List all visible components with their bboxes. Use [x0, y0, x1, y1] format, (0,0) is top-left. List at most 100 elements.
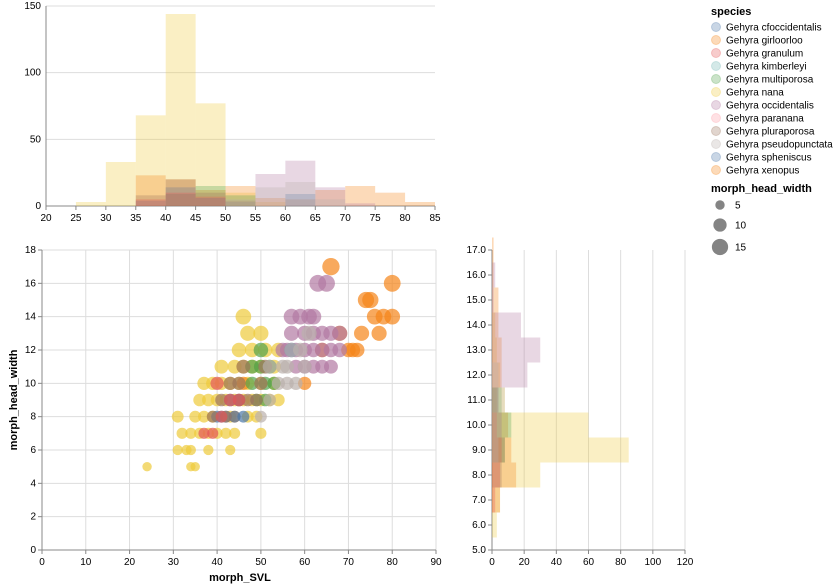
histogram-bar	[195, 198, 226, 206]
histogram-bar	[285, 194, 316, 206]
x-tick-label: 0	[39, 557, 45, 568]
histogram-bar	[492, 487, 501, 513]
x-tick-label: 85	[429, 213, 441, 224]
y-tick-label: 50	[30, 134, 42, 145]
scatter-point	[241, 393, 255, 407]
legend-size-title: morph_head_width	[711, 183, 812, 195]
scatter-point	[228, 410, 241, 423]
histogram-bar	[492, 437, 502, 463]
histogram-bar	[492, 512, 497, 538]
histogram-bar	[492, 387, 505, 413]
legend-label: Gehyra girloorloo	[726, 36, 803, 47]
scatter-point	[198, 410, 210, 423]
x-tick-label: 35	[130, 213, 142, 224]
scatter-point	[232, 393, 246, 407]
legend-label: Gehyra spheniscus	[726, 153, 812, 164]
histogram-bar	[285, 182, 316, 206]
histogram-bar	[492, 437, 505, 463]
x-tick-label: 60	[280, 213, 292, 224]
histogram-bar	[492, 312, 521, 338]
scatter-point	[193, 393, 206, 407]
y-tick-label: 18	[25, 245, 37, 256]
y-tick-label: 14.0	[467, 320, 487, 331]
scatter-point	[190, 461, 200, 472]
scatter-point	[283, 325, 300, 341]
scatter-point	[250, 393, 263, 407]
x-tick-label: 25	[70, 213, 82, 224]
scatter-point	[185, 427, 197, 439]
y-axis-title: morph_head_width	[8, 349, 20, 450]
histogram-bar	[492, 362, 499, 388]
x-tick-label: 50	[255, 557, 267, 568]
legend-swatch	[711, 74, 721, 84]
legend-swatch	[711, 48, 721, 58]
scatter-point	[198, 427, 210, 439]
histogram-bar	[165, 179, 196, 206]
y-tick-label: 4	[30, 478, 36, 489]
y-tick-label: 7.0	[472, 495, 486, 506]
histogram-bar	[195, 190, 226, 206]
histogram-bar	[255, 187, 286, 206]
legend-swatch	[711, 165, 721, 175]
histogram-bar	[492, 387, 505, 413]
histogram-bar	[195, 186, 226, 206]
legend-swatch	[711, 139, 721, 149]
scatter-point	[171, 410, 184, 423]
legend-label: Gehyra xenopus	[726, 166, 799, 177]
histogram-bar	[135, 195, 166, 206]
x-tick-label: 120	[677, 557, 694, 568]
histogram-bar	[135, 199, 166, 206]
x-tick-label: 90	[430, 557, 442, 568]
scatter-point	[345, 342, 361, 358]
histogram-bar	[315, 199, 346, 206]
histogram-bar	[225, 202, 256, 206]
scatter-point	[263, 393, 276, 407]
scatter-point	[207, 427, 219, 439]
legend-label: Gehyra occidentalis	[726, 101, 814, 112]
histogram-bar	[492, 387, 502, 413]
legend-swatch	[711, 35, 721, 45]
scatter-point	[297, 359, 312, 374]
scatter-point	[236, 359, 251, 374]
y-tick-label: 15.0	[467, 295, 487, 306]
x-tick-label: 0	[489, 557, 495, 568]
histogram-bar	[315, 190, 346, 206]
x-tick-label: 70	[340, 213, 352, 224]
scatter-point	[215, 410, 228, 423]
histogram-bar	[195, 103, 226, 206]
scatter-point	[293, 342, 308, 358]
legend-swatch	[711, 22, 721, 32]
x-tick-label: 50	[220, 213, 232, 224]
y-tick-label: 8	[30, 412, 36, 423]
scatter-point	[229, 427, 241, 439]
histogram-bar	[492, 487, 501, 513]
scatter-point	[231, 342, 247, 358]
histogram-bar	[285, 199, 316, 206]
scatter-point	[332, 342, 347, 358]
scatter-point	[253, 342, 269, 358]
histogram-bar	[492, 312, 496, 338]
x-axis-title: morph_SVL	[209, 572, 271, 584]
y-tick-label: 0	[35, 201, 41, 212]
y-tick-label: 12.0	[467, 370, 487, 381]
histogram-bar	[75, 202, 106, 206]
histogram-bar	[492, 487, 496, 513]
scatter-point	[142, 461, 152, 472]
x-tick-label: 80	[615, 557, 627, 568]
scatter-point	[371, 325, 387, 341]
y-tick-label: 11.0	[467, 395, 486, 406]
histogram-bar	[165, 192, 196, 206]
scatter-point	[185, 444, 196, 456]
legend-swatch	[711, 61, 721, 71]
x-tick-label: 70	[343, 557, 355, 568]
x-tick-label: 60	[299, 557, 311, 568]
y-tick-label: 12	[25, 345, 37, 356]
legend-label: Gehyra nana	[726, 88, 784, 99]
scatter-point	[253, 325, 269, 341]
histogram-bar	[195, 192, 226, 206]
histogram-bar	[492, 262, 496, 288]
scatter-point	[301, 325, 317, 341]
scatter-point	[255, 427, 267, 439]
scatter-point	[176, 427, 188, 439]
scatter-point	[384, 308, 401, 325]
